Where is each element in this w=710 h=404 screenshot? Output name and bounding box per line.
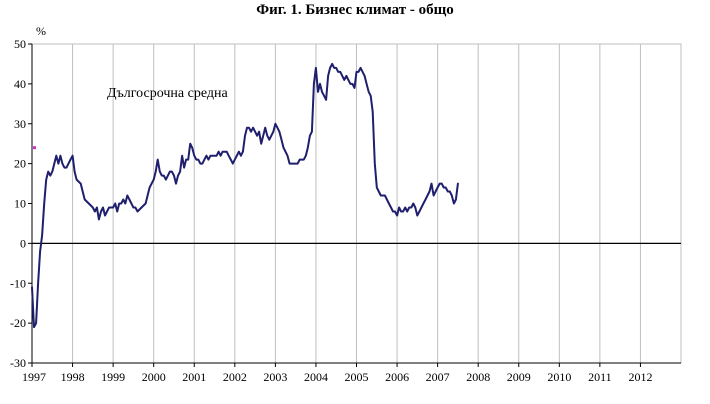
long-term-average-label: Дългосрочна средна xyxy=(107,86,228,101)
x-tick-label: 1999 xyxy=(101,370,125,384)
x-tick-label: 2009 xyxy=(507,370,531,384)
x-tick-label: 2011 xyxy=(588,370,612,384)
y-tick-label: 20 xyxy=(14,157,26,171)
x-tick-label: 2007 xyxy=(426,370,450,384)
vertical-gridlines xyxy=(72,44,641,363)
y-tick-label: -20 xyxy=(10,316,26,330)
x-tick-label: 2001 xyxy=(182,370,206,384)
series-line xyxy=(31,62,459,329)
x-tick-labels: 1997 1998 1999 2000 2001 2002 2003 2004 2005 2006… xyxy=(22,363,652,384)
chart-title: Фиг. 1. Бизнес климат - общо xyxy=(256,2,454,18)
y-tick-label: 50 xyxy=(14,37,26,51)
x-tick-label: 2012 xyxy=(628,370,652,384)
x-tick-label: 2003 xyxy=(263,370,287,384)
x-tick-label: 2005 xyxy=(345,370,369,384)
y-tick-label: 30 xyxy=(14,117,26,131)
x-tick-label: 1997 xyxy=(22,370,46,384)
y-tick-label: -10 xyxy=(10,276,26,290)
y-tick-label: 40 xyxy=(14,77,26,91)
series-layer xyxy=(31,62,459,329)
y-unit-label: % xyxy=(36,24,46,38)
long-term-average-marker xyxy=(33,146,36,150)
y-tick-labels: -30 -20 -10 0 10 20 30 40 50 xyxy=(10,37,32,370)
x-tick-label: 2010 xyxy=(547,370,571,384)
x-tick-label: 2002 xyxy=(223,370,247,384)
y-tick-label: -30 xyxy=(10,356,26,370)
y-tick-label: 10 xyxy=(14,197,26,211)
x-tick-label: 2008 xyxy=(466,370,490,384)
x-tick-label: 2006 xyxy=(385,370,409,384)
x-tick-label: 2000 xyxy=(142,370,166,384)
x-tick-label: 1998 xyxy=(61,370,85,384)
marker-layer xyxy=(33,146,36,150)
y-tick-label: 0 xyxy=(20,236,26,250)
x-tick-label: 2004 xyxy=(304,370,328,384)
